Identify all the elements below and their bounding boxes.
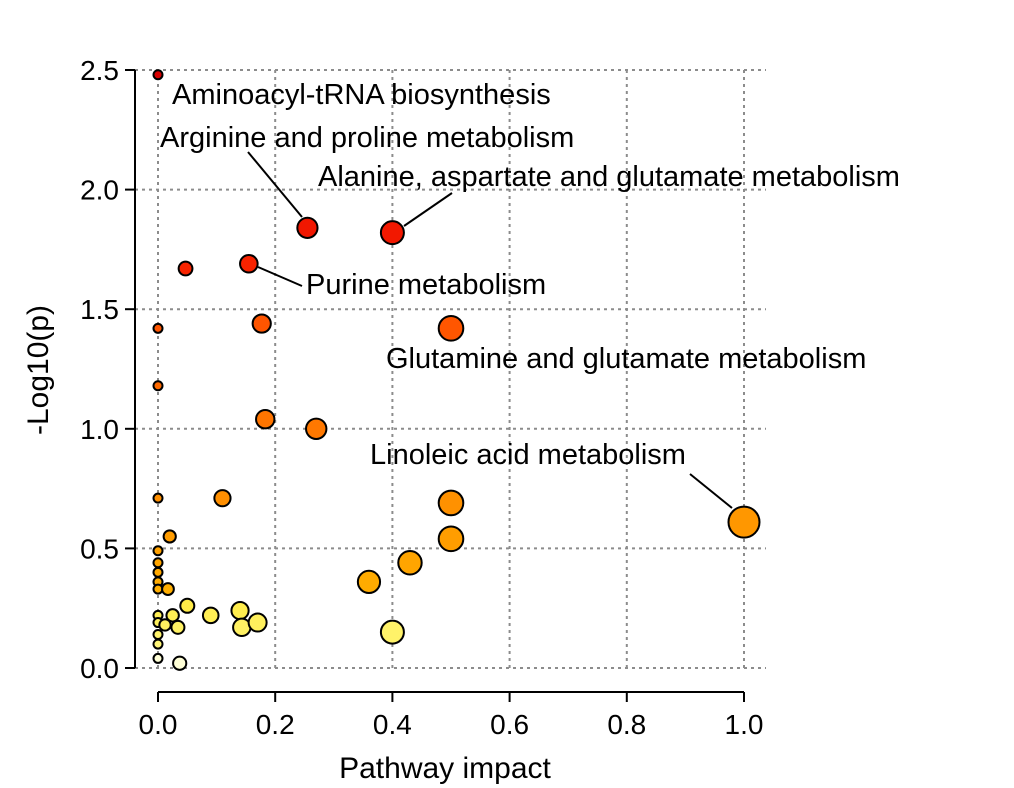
data-point [162,529,177,544]
data-point [152,492,164,504]
data-point [437,525,465,553]
annotations: Aminoacyl-tRNA biosynthesis Arginine and … [160,79,900,471]
data-point [356,569,382,594]
pathway-annotation: Alanine, aspartate and glutamate metabol… [318,161,900,193]
data-point [161,582,175,596]
data-point [230,600,250,621]
x-tick-label: 0.4 [373,709,412,740]
data-point [152,322,164,334]
data-point [179,597,196,614]
x-tick-label: 0.8 [607,709,646,740]
x-axis-title: Pathway impact [339,752,551,785]
data-point [152,69,164,81]
data-point [379,220,405,246]
y-tick-label: 0.5 [80,533,119,564]
x-tick-label: 0.6 [490,709,529,740]
data-point [296,216,319,239]
y-tick-label: 0.0 [80,653,119,684]
data-point [727,505,761,539]
data-point [239,253,259,274]
data-point [152,629,164,641]
data-point [170,619,186,635]
data-point [152,545,164,557]
data-point [152,380,164,392]
data-point [152,566,164,578]
annotation-leader-line [247,151,303,218]
pathway-annotation: Arginine and proline metabolism [160,122,574,154]
y-tick-label: 1.5 [80,294,119,325]
annotation-leaders [247,151,733,509]
data-point [247,612,268,633]
axes: 0.0 0.2 0.4 0.6 0.8 1.0 0.0 0.5 1.0 1.5 2.0 2.5 [80,55,763,740]
pathway-annotation: Aminoacyl-tRNA biosynthesis [172,79,551,111]
annotation-leader-line [257,266,303,287]
pathway-annotation: Glutamine and glutamate metabolism [386,343,866,375]
data-point [152,638,164,650]
data-points [152,69,761,671]
annotation-leader-line [689,473,733,509]
x-tick-label: 1.0 [725,709,764,740]
data-point [251,313,272,334]
data-point [158,618,172,632]
data-point [165,608,180,623]
x-tick-label: 0.2 [256,709,295,740]
annotation-leader-line [403,192,453,227]
y-tick-label: 2.0 [80,175,119,206]
y-axis-title: -Log10(p) [22,305,55,435]
data-point [437,315,465,342]
data-point [172,655,188,671]
data-point [213,489,232,508]
data-point [177,260,194,277]
data-point [152,652,164,664]
y-tick-label: 1.0 [80,414,119,445]
data-point [437,489,465,517]
y-tick-label: 2.5 [80,55,119,86]
data-point [305,417,328,440]
data-point [397,550,423,576]
pathway-annotation: Linoleic acid metabolism [370,439,686,471]
data-point [255,409,276,430]
data-point [152,557,164,569]
pathway-annotation: Purine metabolism [306,269,546,301]
data-point [201,606,220,625]
x-tick-label: 0.0 [139,709,178,740]
data-point [379,619,405,645]
